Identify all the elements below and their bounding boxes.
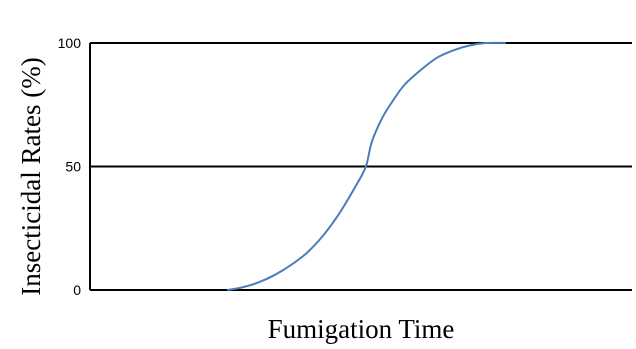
x-axis-title: Fumigation Time <box>268 314 455 344</box>
y-tick-label-100: 100 <box>58 35 82 51</box>
y-axis-title: Insecticidal Rates (%) <box>16 57 46 295</box>
gridlines <box>90 42 632 291</box>
y-tick-label-50: 50 <box>65 159 81 175</box>
y-tick-labels: 0 50 100 <box>58 35 82 298</box>
series-line-0 <box>226 41 506 291</box>
series-group <box>226 41 506 291</box>
y-tick-label-0: 0 <box>73 282 81 298</box>
